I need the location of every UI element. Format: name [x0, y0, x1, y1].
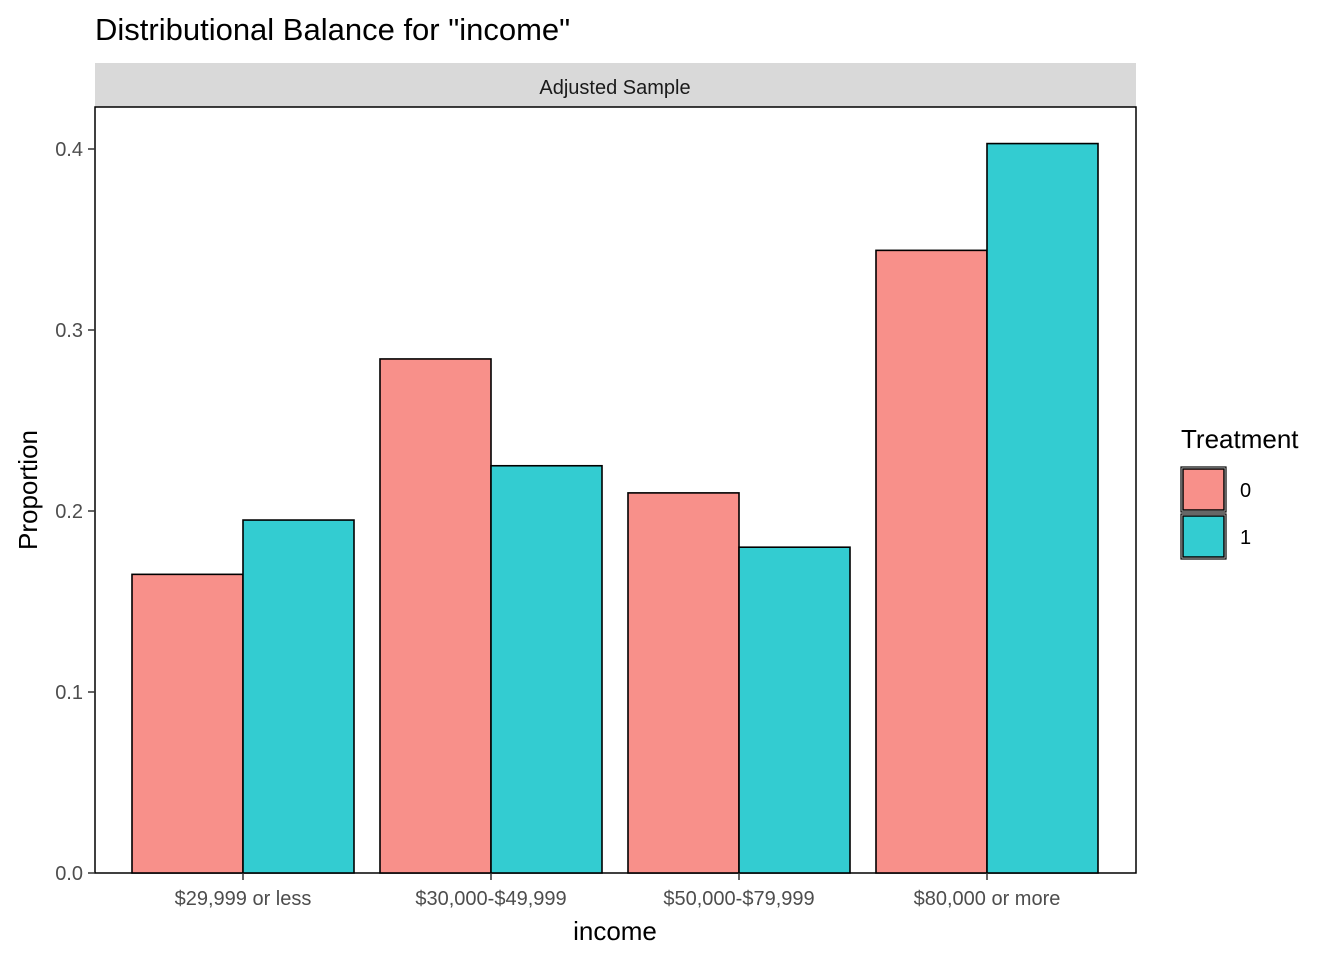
y-tick-label: 0.2: [55, 501, 83, 523]
bar-series-1-0: [242, 519, 355, 874]
legend: Treatment 0 1: [1180, 424, 1299, 560]
legend-key-frame: [1180, 513, 1227, 560]
y-tick-label: 0.4: [55, 139, 83, 161]
chart-title: Distributional Balance for "income": [95, 12, 570, 47]
legend-key-swatch: [1182, 515, 1225, 558]
x-axis-title: income: [573, 916, 657, 946]
y-axis: 0.0 0.1 0.2 0.3 0.4: [55, 139, 95, 885]
legend-key-frame: [1180, 466, 1227, 513]
facet-label: Adjusted Sample: [539, 77, 690, 99]
bar-series-0-3: [875, 249, 988, 874]
bar-series-1-2: [738, 546, 851, 874]
legend-title: Treatment: [1181, 424, 1299, 454]
y-tick-label: 0.3: [55, 320, 83, 342]
x-tick-label: $80,000 or more: [914, 888, 1061, 910]
y-axis-title: Proportion: [13, 430, 43, 550]
y-tick-label: 0.0: [55, 863, 83, 885]
bar-series-1-3: [986, 142, 1099, 874]
x-tick-label: $50,000-$79,999: [663, 888, 814, 910]
bar-series-1-1: [490, 464, 603, 874]
facet-strip: [95, 63, 1136, 107]
legend-entry-label: 0: [1240, 480, 1251, 502]
bar-series-0-0: [131, 573, 244, 874]
legend-entry-label: 1: [1240, 527, 1251, 549]
legend-key-swatch: [1182, 468, 1225, 511]
bar-series-0-1: [379, 358, 492, 874]
x-axis: $29,999 or less $30,000-$49,999 $50,000-$7…: [175, 873, 1061, 910]
bars-layer: [131, 142, 1099, 874]
bar-series-0-2: [627, 492, 740, 874]
x-tick-label: $30,000-$49,999: [415, 888, 566, 910]
y-tick-label: 0.1: [55, 682, 83, 704]
x-tick-label: $29,999 or less: [175, 888, 312, 910]
